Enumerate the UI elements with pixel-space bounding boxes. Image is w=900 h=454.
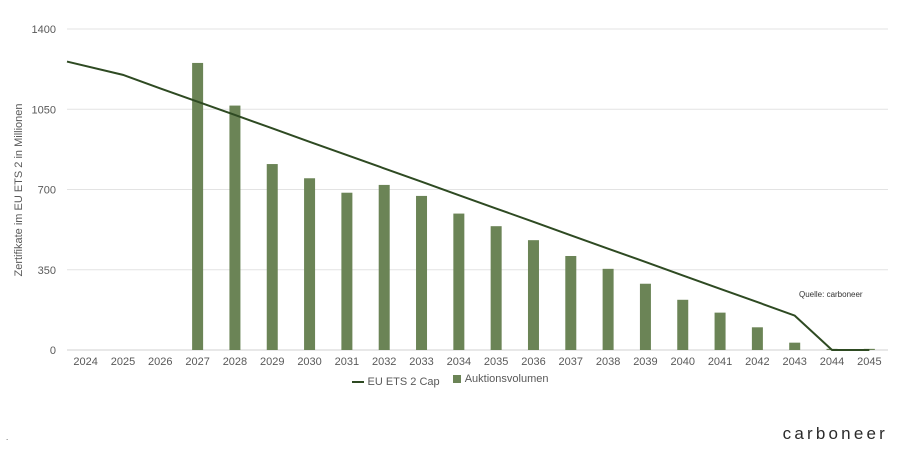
bar	[341, 192, 353, 350]
bar	[229, 105, 241, 351]
cap-line	[66, 60, 870, 351]
corner-mark: .	[6, 433, 9, 442]
x-tick-label: 2041	[708, 356, 732, 368]
legend-item-cap: EU ETS 2 Cap	[351, 376, 440, 388]
y-tick-label: 1050	[32, 104, 56, 116]
bar	[378, 184, 390, 350]
x-tick-label: 2029	[260, 356, 284, 368]
x-tick-label: 2037	[559, 356, 583, 368]
x-tick-label: 2039	[633, 356, 657, 368]
bar	[602, 268, 614, 350]
x-tick-label: 2045	[857, 356, 881, 368]
bar	[714, 312, 726, 350]
bar	[192, 62, 204, 350]
x-tick-label: 2042	[745, 356, 769, 368]
legend-bar-swatch	[452, 375, 461, 383]
bar	[751, 327, 763, 350]
x-tick-label: 2038	[596, 356, 620, 368]
y-tick-label: 350	[38, 265, 56, 277]
y-tick-label: 1400	[32, 24, 56, 36]
bar	[677, 299, 689, 350]
x-tick-label: 2031	[335, 356, 359, 368]
bar	[304, 178, 316, 350]
legend-label-auction: Auktionsvolumen	[464, 373, 549, 385]
grid-lines	[67, 28, 888, 351]
x-tick-label: 2030	[297, 356, 321, 368]
x-tick-label: 2035	[484, 356, 508, 368]
legend: EU ETS 2 Cap Auktionsvolumen	[0, 373, 900, 388]
y-tick-label: 700	[38, 185, 56, 197]
bar	[565, 255, 577, 350]
x-tick-label: 2044	[820, 356, 844, 368]
bar	[639, 283, 651, 350]
source-note: Quelle: carboneer	[799, 290, 863, 299]
x-tick-label: 2024	[73, 356, 97, 368]
x-axis-ticks: 2024 2025 2026 2027 2028 2029 2030 2031 2032 2033…	[73, 356, 881, 368]
bar	[490, 226, 502, 350]
x-tick-label: 2034	[447, 356, 471, 368]
x-tick-label: 2033	[409, 356, 433, 368]
x-tick-label: 2032	[372, 356, 396, 368]
legend-item-auction: Auktionsvolumen	[452, 373, 549, 385]
y-tick-label: 0	[50, 345, 56, 357]
bar	[416, 195, 428, 350]
brand-logo-text: carboneer	[782, 424, 888, 443]
y-axis-label: Zertifikate im EU ETS 2 in Millionen	[13, 104, 25, 277]
x-tick-label: 2028	[223, 356, 247, 368]
x-tick-label: 2036	[521, 356, 545, 368]
x-tick-label: 2025	[111, 356, 135, 368]
bar-series	[192, 62, 875, 351]
line-series	[66, 60, 870, 351]
bar	[266, 164, 278, 350]
x-tick-label: 2026	[148, 356, 172, 368]
y-axis-ticks: 0 350 700 1050 1400	[32, 24, 56, 357]
x-tick-label: 2040	[671, 356, 695, 368]
x-tick-label: 2027	[185, 356, 209, 368]
chart: 0 350 700 1050 1400 2024 2025 2026 2027 2028 2029…	[13, 24, 888, 368]
bar	[453, 213, 465, 350]
bar	[527, 240, 539, 350]
bar	[789, 342, 801, 350]
legend-label-cap: EU ETS 2 Cap	[367, 376, 440, 388]
x-tick-label: 2043	[782, 356, 806, 368]
legend-line-swatch	[351, 381, 364, 383]
